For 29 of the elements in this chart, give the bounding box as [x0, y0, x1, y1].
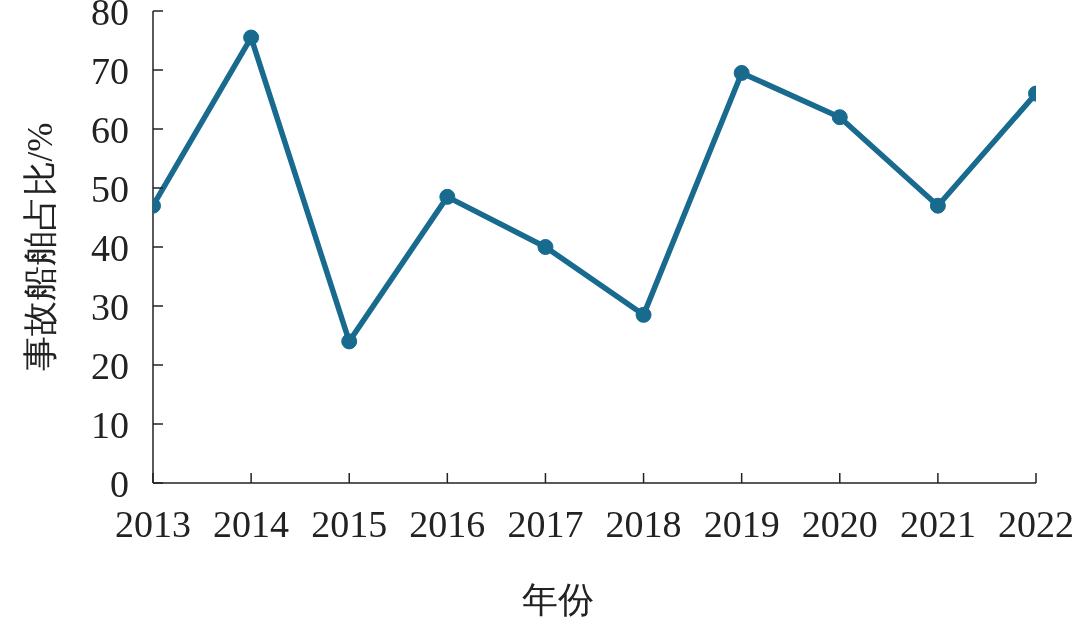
y-tick-label: 70	[91, 50, 129, 92]
y-tick-label: 80	[91, 0, 129, 33]
y-tick-label: 10	[91, 404, 129, 446]
point	[439, 188, 456, 205]
y-tick-label: 20	[91, 345, 129, 387]
y-tick-label: 40	[91, 227, 129, 269]
y-tick-label: 50	[91, 168, 129, 210]
x-tick-label: 2019	[703, 503, 780, 545]
y-tick-label: 60	[91, 109, 129, 151]
point	[733, 64, 750, 81]
point	[537, 239, 554, 255]
x-tick-label: 2021	[899, 503, 976, 545]
y-tick-label: 0	[110, 463, 129, 505]
x-tick-label: 2014	[213, 503, 290, 545]
x-tick-label: 2022	[998, 503, 1074, 545]
y-axis-title: 事故船舶占比/%	[21, 122, 60, 372]
x-tick-label: 2018	[605, 503, 682, 545]
point	[831, 109, 848, 126]
x-axis-title: 年份	[522, 580, 594, 620]
point	[243, 29, 260, 46]
x-tick-label: 2016	[409, 503, 486, 545]
y-tick-label: 30	[91, 286, 129, 328]
x-tick-label: 2017	[507, 503, 584, 545]
x-tick-label: 2020	[801, 503, 878, 545]
x-tick-label: 2015	[311, 503, 388, 545]
point	[929, 197, 946, 214]
point	[635, 306, 652, 323]
x-tick-label: 2013	[115, 503, 191, 545]
point	[341, 333, 358, 350]
